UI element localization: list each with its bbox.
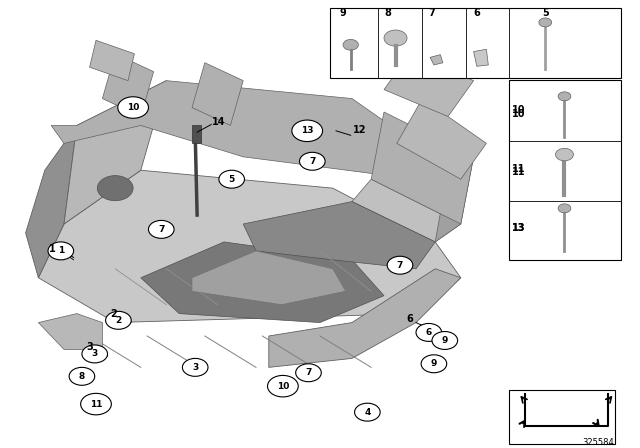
Text: 7: 7 [309, 157, 316, 166]
Text: 13: 13 [512, 224, 525, 233]
Polygon shape [269, 269, 461, 367]
Text: 7: 7 [158, 225, 164, 234]
Text: 7: 7 [397, 261, 403, 270]
Circle shape [387, 256, 413, 274]
Text: 9: 9 [339, 9, 346, 18]
Polygon shape [352, 179, 461, 242]
Polygon shape [243, 202, 435, 269]
Polygon shape [384, 54, 474, 116]
Circle shape [558, 204, 571, 213]
Polygon shape [435, 157, 474, 242]
Circle shape [355, 403, 380, 421]
Circle shape [300, 152, 325, 170]
Circle shape [268, 375, 298, 397]
Text: 7: 7 [429, 9, 436, 18]
Circle shape [292, 120, 323, 142]
Text: 9: 9 [442, 336, 448, 345]
Circle shape [343, 39, 358, 50]
Bar [330, 8, 621, 78]
Circle shape [106, 311, 131, 329]
Circle shape [384, 30, 407, 46]
Polygon shape [397, 99, 486, 179]
Text: 4: 4 [364, 408, 371, 417]
Polygon shape [474, 49, 488, 66]
Circle shape [182, 358, 208, 376]
Text: 10: 10 [276, 382, 289, 391]
Circle shape [69, 367, 95, 385]
Text: 6: 6 [474, 9, 481, 18]
Polygon shape [371, 112, 474, 224]
Polygon shape [90, 40, 134, 81]
Circle shape [432, 332, 458, 349]
Polygon shape [192, 251, 346, 305]
Circle shape [416, 323, 442, 341]
Text: 6: 6 [406, 314, 413, 324]
Polygon shape [26, 125, 77, 278]
Text: 11: 11 [512, 168, 525, 177]
Text: 5: 5 [228, 175, 235, 184]
Polygon shape [141, 242, 384, 323]
Text: 5: 5 [543, 9, 550, 18]
Text: 11: 11 [90, 400, 102, 409]
Bar [192, 125, 201, 143]
Text: 13: 13 [512, 224, 525, 233]
Text: 8: 8 [79, 372, 85, 381]
Circle shape [82, 345, 108, 363]
Text: 10: 10 [512, 109, 525, 119]
Text: 3: 3 [192, 363, 198, 372]
Circle shape [558, 92, 571, 101]
Circle shape [421, 355, 447, 373]
Circle shape [219, 170, 244, 188]
Text: 2: 2 [115, 316, 122, 325]
Bar [509, 80, 621, 260]
Polygon shape [64, 81, 166, 224]
Text: 7: 7 [305, 368, 312, 377]
Circle shape [81, 393, 111, 415]
Text: 1: 1 [49, 244, 56, 254]
Text: 14: 14 [212, 117, 226, 127]
Circle shape [48, 242, 74, 260]
Text: 1: 1 [58, 246, 64, 255]
Text: 6: 6 [426, 328, 432, 337]
Text: 8: 8 [384, 9, 391, 18]
Circle shape [556, 148, 573, 161]
Circle shape [296, 364, 321, 382]
Circle shape [148, 220, 174, 238]
Circle shape [539, 18, 552, 27]
Text: 9: 9 [431, 359, 437, 368]
Circle shape [118, 97, 148, 118]
Polygon shape [430, 55, 443, 65]
Text: 2: 2 [111, 309, 117, 319]
Polygon shape [192, 63, 243, 125]
Bar [509, 390, 615, 444]
Text: 325584: 325584 [582, 438, 614, 447]
Text: 13: 13 [301, 126, 314, 135]
Text: 10: 10 [127, 103, 140, 112]
Polygon shape [38, 170, 461, 323]
Circle shape [97, 176, 133, 201]
Polygon shape [102, 54, 154, 116]
Polygon shape [51, 81, 435, 179]
Text: 3: 3 [86, 342, 93, 352]
Text: 11: 11 [512, 164, 525, 174]
Text: 12: 12 [353, 125, 367, 135]
Polygon shape [38, 314, 102, 349]
Text: 10: 10 [512, 105, 525, 115]
Text: 3: 3 [92, 349, 98, 358]
